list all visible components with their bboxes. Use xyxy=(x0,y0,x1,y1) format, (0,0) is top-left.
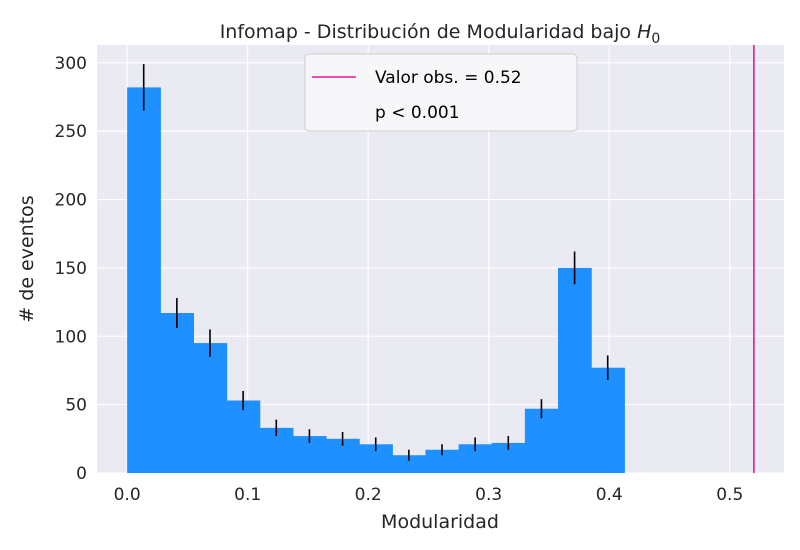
y-tick-label: 300 xyxy=(55,54,87,74)
x-tick-label: 0.4 xyxy=(596,485,623,505)
x-tick-label: 0.3 xyxy=(475,485,502,505)
x-tick-labels: 0.0 0.1 0.2 0.3 0.4 0.5 xyxy=(114,485,744,505)
y-tick-label: 250 xyxy=(55,122,87,142)
x-tick-label: 0.1 xyxy=(234,485,261,505)
x-tick-label: 0.5 xyxy=(716,485,743,505)
histogram-bar xyxy=(160,313,195,473)
x-tick-label: 0.2 xyxy=(355,485,382,505)
legend-p-value-label: p < 0.001 xyxy=(375,103,460,123)
legend-observed-label: Valor obs. = 0.52 xyxy=(375,68,522,88)
legend-box xyxy=(304,53,578,132)
histogram-bar xyxy=(392,455,427,473)
histogram-bar xyxy=(425,449,460,473)
histogram-bar xyxy=(127,87,161,474)
error-bars xyxy=(142,64,609,461)
histogram-bar xyxy=(558,267,592,473)
chart-title-text: Infomap - Distribución de Modularidad ba… xyxy=(220,21,637,43)
histogram-bar xyxy=(524,408,559,473)
histogram-bars xyxy=(127,87,625,474)
y-tick-label: 0 xyxy=(76,464,87,484)
histogram-bar xyxy=(193,343,228,473)
y-tick-label: 50 xyxy=(65,396,87,416)
chart-title: Infomap - Distribución de Modularidad ba… xyxy=(220,21,661,47)
histogram-bar xyxy=(226,400,261,473)
x-tick-label: 0.0 xyxy=(114,485,141,505)
x-axis-label: Modularidad xyxy=(381,511,499,533)
y-tick-label: 150 xyxy=(55,259,87,279)
histogram-bar xyxy=(591,367,625,473)
y-axis-label: # de eventos xyxy=(16,195,38,322)
chart-title-math: H xyxy=(637,21,651,43)
y-tick-label: 100 xyxy=(55,327,87,347)
y-tick-label: 200 xyxy=(55,191,87,211)
y-tick-labels: 0 50 100 150 200 250 300 xyxy=(55,54,87,484)
chart-title-subscript: 0 xyxy=(651,31,660,47)
legend: Valor obs. = 0.52 p < 0.001 xyxy=(304,53,578,132)
